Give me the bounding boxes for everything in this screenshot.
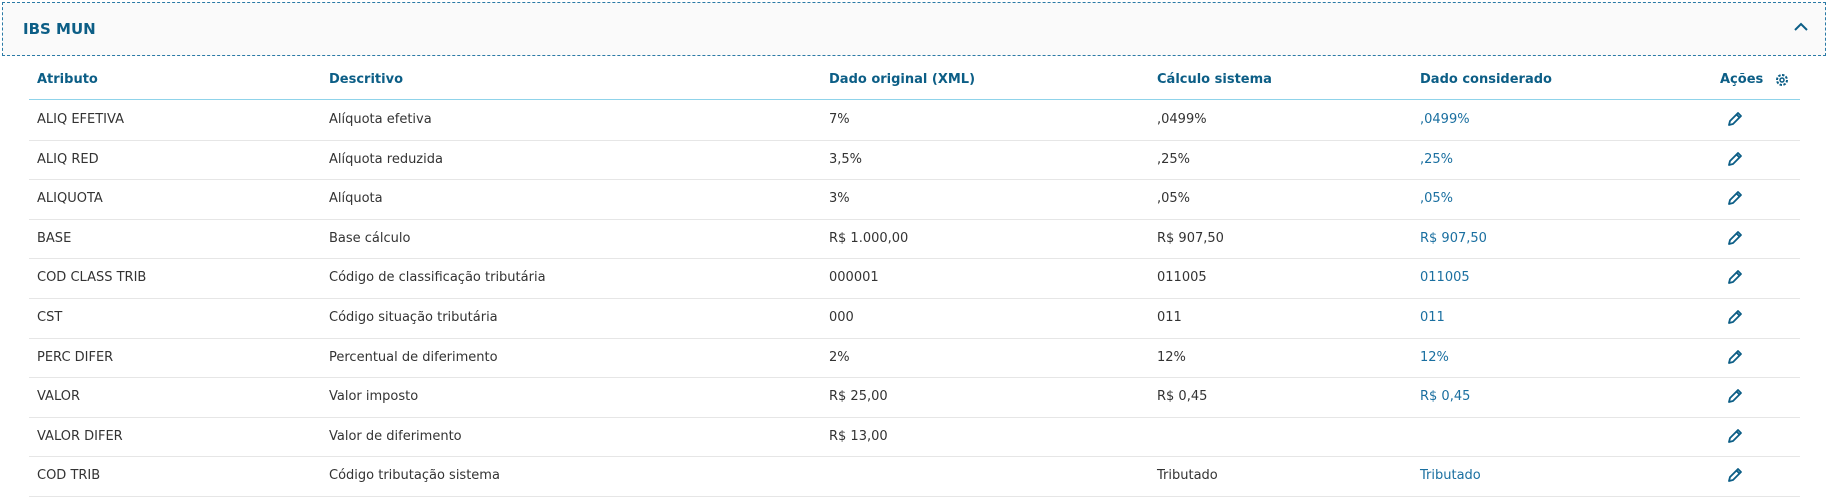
original-value-cell: R$ 1.000,00 bbox=[829, 230, 909, 246]
considered-value-cell: 011005 bbox=[1420, 270, 1470, 286]
original-value-cell: 3% bbox=[829, 191, 850, 207]
row-divider bbox=[29, 456, 1800, 457]
original-value-cell: R$ 13,00 bbox=[829, 428, 888, 444]
original-value-cell: 000001 bbox=[829, 270, 879, 286]
original-value-cell: 7% bbox=[829, 112, 850, 127]
considered-value-cell: Tributado bbox=[1420, 468, 1481, 484]
calculated-value-cell: R$ 0,45 bbox=[1157, 389, 1208, 405]
attribute-cell: COD CLASS TRIB bbox=[37, 270, 147, 286]
edit-button[interactable] bbox=[1726, 466, 1744, 484]
row-divider bbox=[29, 219, 1800, 220]
edit-button[interactable] bbox=[1726, 189, 1744, 207]
edit-button[interactable] bbox=[1726, 427, 1744, 445]
attribute-cell: PERC DIFER bbox=[37, 349, 114, 365]
edit-button[interactable] bbox=[1726, 348, 1744, 366]
edit-button[interactable] bbox=[1726, 150, 1744, 168]
row-divider bbox=[29, 258, 1800, 259]
row-divider bbox=[29, 338, 1800, 339]
column-header: Dado considerado bbox=[1420, 72, 1552, 87]
row-divider bbox=[29, 140, 1800, 141]
settings-button[interactable] bbox=[1774, 72, 1790, 88]
considered-value-cell: ,25% bbox=[1420, 151, 1454, 167]
attribute-cell: ALIQ EFETIVA bbox=[37, 112, 124, 127]
considered-value-cell: 011 bbox=[1420, 310, 1445, 325]
considered-value-cell: ,0499% bbox=[1420, 112, 1470, 127]
section-title: IBS MUN bbox=[23, 20, 96, 38]
description-cell: Código situação tributária bbox=[329, 310, 498, 325]
attribute-cell: COD TRIB bbox=[37, 468, 101, 484]
row-divider bbox=[29, 496, 1800, 497]
attribute-cell: BASE bbox=[37, 230, 72, 246]
calculated-value-cell: ,0499% bbox=[1157, 112, 1207, 127]
original-value-cell: R$ 25,00 bbox=[829, 389, 888, 405]
calculated-value-cell: R$ 907,50 bbox=[1157, 230, 1224, 246]
considered-value-cell: 12% bbox=[1420, 349, 1449, 365]
description-cell: Valor imposto bbox=[329, 389, 419, 405]
row-divider bbox=[29, 417, 1800, 418]
row-divider bbox=[29, 179, 1800, 180]
attribute-cell: VALOR bbox=[37, 389, 80, 405]
original-value-cell: 000 bbox=[829, 310, 854, 325]
description-cell: Alíquota bbox=[329, 191, 383, 207]
edit-button[interactable] bbox=[1726, 308, 1744, 326]
collapse-button[interactable] bbox=[1793, 21, 1809, 33]
edit-button[interactable] bbox=[1726, 387, 1744, 405]
edit-button[interactable] bbox=[1726, 268, 1744, 286]
column-header: Dado original (XML) bbox=[829, 72, 976, 87]
description-cell: Percentual de diferimento bbox=[329, 349, 498, 365]
calculated-value-cell: 011005 bbox=[1157, 270, 1207, 286]
attribute-cell: VALOR DIFER bbox=[37, 428, 123, 444]
original-value-cell: 2% bbox=[829, 349, 850, 365]
column-header: Ações bbox=[1720, 72, 1764, 87]
description-cell: Código de classificação tributária bbox=[329, 270, 546, 286]
section-header[interactable]: IBS MUN bbox=[2, 2, 1826, 56]
description-cell: Alíquota reduzida bbox=[329, 151, 443, 167]
considered-value-cell: ,05% bbox=[1420, 191, 1454, 207]
row-divider bbox=[29, 377, 1800, 378]
attribute-cell: ALIQ RED bbox=[37, 151, 99, 167]
edit-button[interactable] bbox=[1726, 229, 1744, 247]
calculated-value-cell: 12% bbox=[1157, 349, 1186, 365]
header-divider bbox=[29, 99, 1800, 100]
description-cell: Base cálculo bbox=[329, 230, 411, 246]
row-divider bbox=[29, 298, 1800, 299]
column-header: Atributo bbox=[37, 72, 98, 87]
description-cell: Alíquota efetiva bbox=[329, 112, 432, 127]
description-cell: Valor de diferimento bbox=[329, 428, 462, 444]
original-value-cell: 3,5% bbox=[829, 151, 863, 167]
column-header: Descritivo bbox=[329, 72, 403, 87]
edit-button[interactable] bbox=[1726, 110, 1744, 128]
considered-value-cell: R$ 0,45 bbox=[1420, 389, 1471, 405]
calculated-value-cell: ,05% bbox=[1157, 191, 1191, 207]
attribute-cell: CST bbox=[37, 310, 63, 325]
description-cell: Código tributação sistema bbox=[329, 468, 500, 484]
attribute-cell: ALIQUOTA bbox=[37, 191, 103, 207]
considered-value-cell: R$ 907,50 bbox=[1420, 230, 1487, 246]
calculated-value-cell: 011 bbox=[1157, 310, 1182, 325]
column-header: Cálculo sistema bbox=[1157, 72, 1272, 87]
calculated-value-cell: ,25% bbox=[1157, 151, 1191, 167]
calculated-value-cell: Tributado bbox=[1157, 468, 1218, 484]
